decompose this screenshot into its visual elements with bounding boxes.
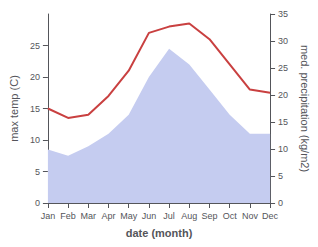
svg-text:Mar: Mar [81, 211, 97, 221]
svg-text:Feb: Feb [60, 211, 76, 221]
svg-text:25: 25 [278, 63, 288, 73]
svg-text:10: 10 [30, 135, 40, 145]
svg-text:Apr: Apr [101, 211, 115, 221]
svg-text:Nov: Nov [242, 211, 259, 221]
svg-text:Oct: Oct [223, 211, 238, 221]
svg-text:20: 20 [278, 90, 288, 100]
svg-text:15: 15 [30, 104, 40, 114]
svg-text:15: 15 [278, 117, 288, 127]
svg-text:5: 5 [35, 167, 40, 177]
svg-text:30: 30 [278, 36, 288, 46]
svg-text:Aug: Aug [181, 211, 197, 221]
svg-text:May: May [120, 211, 138, 221]
svg-text:0: 0 [35, 198, 40, 208]
svg-text:0: 0 [278, 198, 283, 208]
svg-text:Jun: Jun [142, 211, 157, 221]
svg-text:Sep: Sep [201, 211, 217, 221]
svg-text:10: 10 [278, 144, 288, 154]
svg-text:25: 25 [30, 41, 40, 51]
svg-text:max temp (C): max temp (C) [8, 75, 20, 142]
svg-text:Jul: Jul [163, 211, 175, 221]
svg-text:Dec: Dec [262, 211, 279, 221]
svg-text:5: 5 [278, 171, 283, 181]
svg-text:35: 35 [278, 9, 288, 19]
svg-text:20: 20 [30, 72, 40, 82]
svg-text:date (month): date (month) [126, 227, 193, 239]
svg-text:med. precipitation (kg/m2): med. precipitation (kg/m2) [299, 45, 311, 172]
svg-text:Jan: Jan [41, 211, 56, 221]
